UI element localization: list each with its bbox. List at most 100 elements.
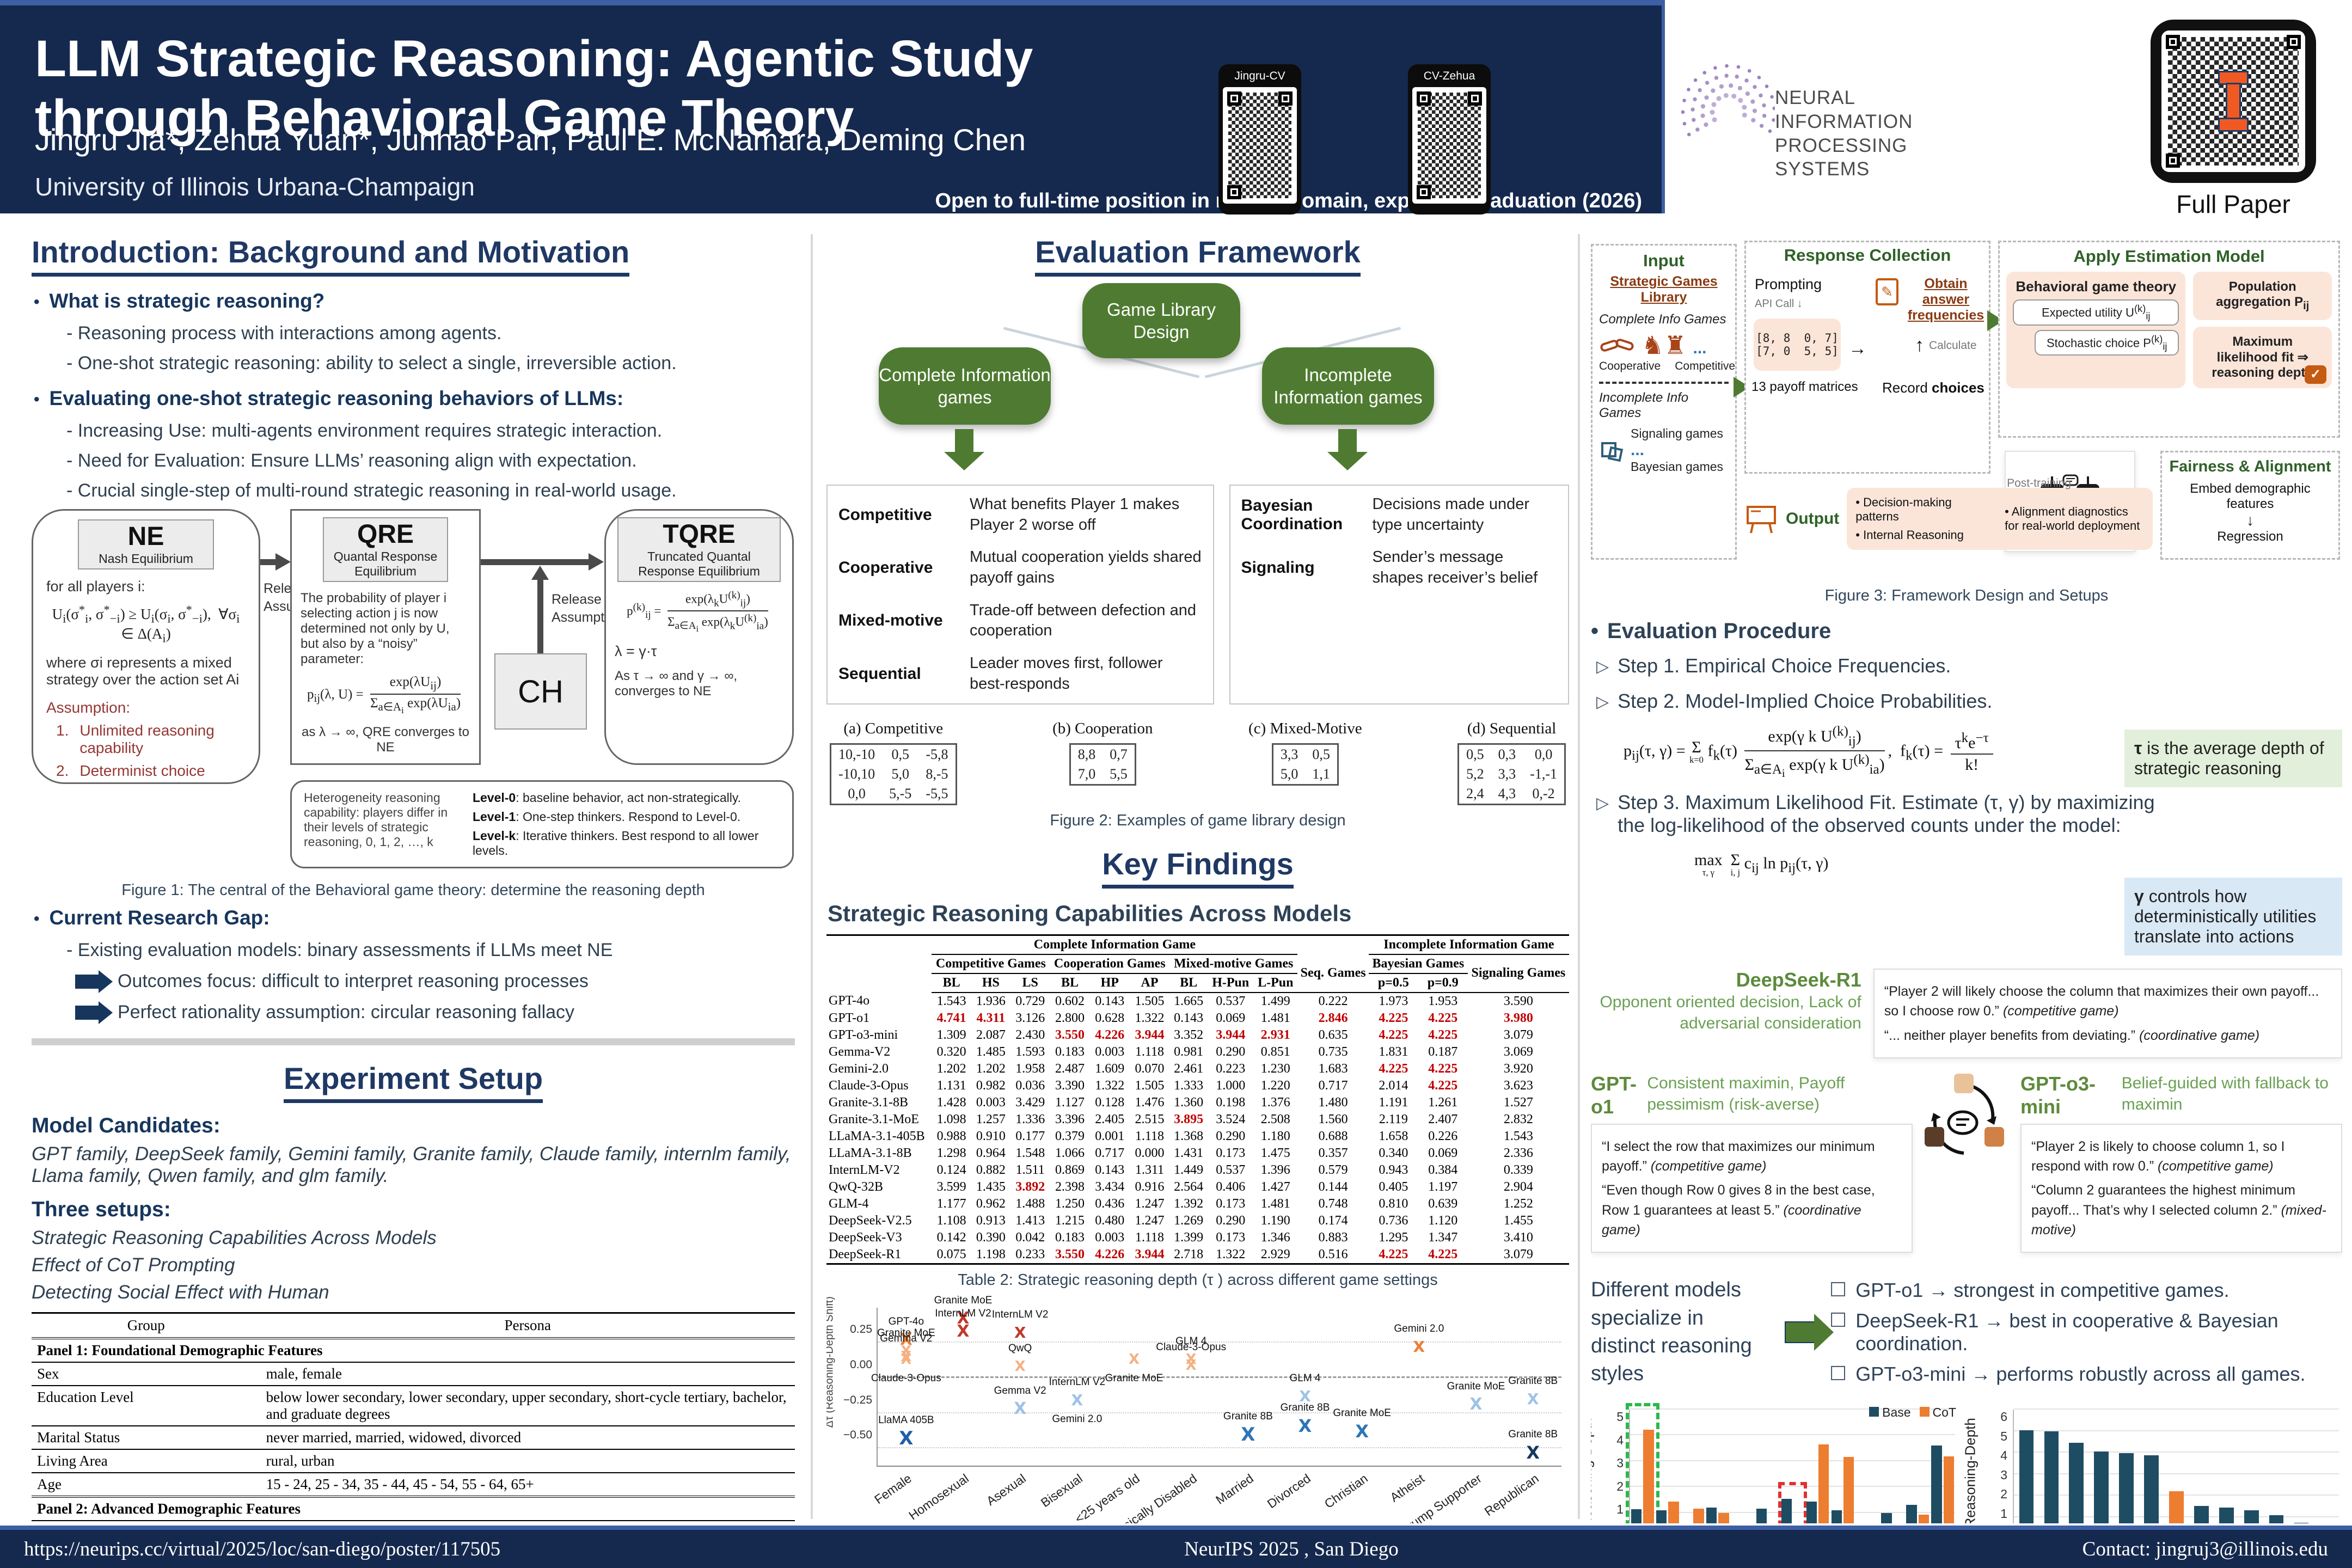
depth-value: 4.225 <box>1428 1061 1458 1076</box>
depth-value: 0.003 <box>976 1095 1006 1110</box>
bar-group: DeepSeek-V2.5 <box>1655 1410 1680 1523</box>
node-game-library: Game Library Design <box>1082 283 1240 358</box>
quote-line: “I select the row that maximizes our min… <box>1602 1138 1875 1174</box>
depth-value: 0.384 <box>1428 1162 1458 1177</box>
depth-value: 1.322 <box>1135 1010 1165 1025</box>
model-name: DeepSeek-V2.5 <box>829 1213 912 1228</box>
depth-value: 1.499 <box>1260 994 1290 1008</box>
stat-col-header: L-Pun <box>1253 973 1298 993</box>
model-row: LLaMA-3.1-405B 0.988 0.910 0.177 0.379 0.001 1… <box>826 1128 1569 1145</box>
y-tick: 0.25 <box>850 1323 872 1336</box>
scatter-point: X <box>1128 1351 1140 1368</box>
incomplete-defs-table: Bayesian Coordination Decisions made unde… <box>1229 485 1569 705</box>
deepseek-trait: Opponent oriented decision, Lack of adve… <box>1600 993 1861 1032</box>
depth-value: 4.226 <box>1089 1246 1130 1265</box>
depth-value: 3.390 <box>1055 1078 1085 1093</box>
depth-value: 1.435 <box>976 1179 1006 1194</box>
point-label: Granite MoE <box>934 1295 993 1307</box>
findings-heading: Key Findings <box>1102 846 1294 889</box>
down-arrow <box>1327 429 1368 470</box>
api-call-label: API Call ↓ <box>1755 298 1803 310</box>
scatter-point: X <box>1526 1442 1540 1463</box>
tqre-title: TQRE Truncated Quantal Response Equilibr… <box>617 517 781 582</box>
bar-group: GLM-4 <box>1755 1410 1780 1523</box>
game-type-desc: Leader moves first, follower best-respon… <box>970 654 1163 693</box>
game-type-definitions: Competitive What benefits Player 1 makes … <box>826 485 1569 705</box>
point-label: InternLM V2 <box>935 1307 991 1319</box>
depth-value: 0.000 <box>1135 1146 1165 1160</box>
depth-value: 3.396 <box>1055 1112 1085 1126</box>
model-name: GPT-4o <box>829 994 870 1008</box>
panel-label: Panel 2: Advanced Demographic Features <box>32 1496 795 1521</box>
specialize-list: GPT-o1 → strongest in competitive games.… <box>1829 1271 2342 1393</box>
matrix-cell: 0,0 <box>1534 746 1553 762</box>
bar-group: Llama-3.1-8B <box>1905 1410 1930 1523</box>
scatter-point: X <box>1299 1387 1311 1405</box>
depth-value: 0.183 <box>1055 1044 1085 1059</box>
depth-value: 0.173 <box>1216 1230 1246 1245</box>
qre-title: QRE Quantal Response Equilibrium <box>323 517 448 582</box>
bar <box>2044 1431 2059 1523</box>
depth-value: 1.431 <box>1174 1146 1204 1160</box>
figure4-bar-chart: Reasoning-Depth543210Claude-3-OpusDeepSe… <box>1591 1403 1958 1523</box>
qr-pattern <box>1228 93 1291 198</box>
game-type-term: Signaling <box>1241 559 1315 577</box>
model-name: LLaMA-3.1-8B <box>829 1146 912 1160</box>
payoff-matrix-panel: (a) Competitive 10,-10 0,5 -5,8 -10,10 5,0 8,-… <box>830 720 957 805</box>
gap-arrow-list: Outcomes focus: difficult to interpret r… <box>32 970 795 1024</box>
matrix-cell: 5,5 <box>1110 765 1128 782</box>
depth-value: 0.913 <box>976 1213 1006 1228</box>
depth-value: 1.609 <box>1095 1061 1125 1076</box>
bar-group: InternLM-V2_CoT <box>2289 1410 2314 1523</box>
level-line: Level-0: baseline behavior, act non-stra… <box>472 791 742 805</box>
game-type-desc: Mutual cooperation yields shared payoff … <box>970 548 1202 587</box>
depth-value: 1.295 <box>1379 1230 1408 1245</box>
game-type-desc: Decisions made under type uncertainty <box>1372 495 1530 534</box>
figure3-caption: Figure 3: Framework Design and Setups <box>1824 587 2109 604</box>
regression-label: Regression <box>2217 529 2283 544</box>
bar <box>2269 1515 2284 1523</box>
depth-value: 1.347 <box>1428 1230 1458 1245</box>
depth-value: 1.252 <box>1503 1196 1533 1211</box>
depth-value: 1.488 <box>1015 1196 1045 1211</box>
group-cell: Education Level <box>32 1385 261 1426</box>
matrix-cell: 5,0 <box>891 765 910 782</box>
depth-value: 0.070 <box>1135 1061 1165 1076</box>
depth-value: 1.396 <box>1260 1162 1290 1177</box>
qr-code-full-paper <box>2151 20 2316 183</box>
y-tick: 1 <box>1616 1502 1624 1517</box>
depth-value: 3.524 <box>1216 1112 1246 1126</box>
depth-value: 1.511 <box>1015 1162 1045 1177</box>
matrix-row: -10,10 5,0 8,-5 <box>831 764 957 784</box>
matrix-row: 2,4 4,3 0,-2 <box>1459 784 1565 805</box>
scatter-point: X <box>899 1330 912 1350</box>
cats-cycle-illustration <box>1925 1073 2004 1155</box>
column-header: Persona <box>260 1312 795 1339</box>
depth-value: 1.322 <box>1095 1078 1125 1093</box>
depth-value: 0.982 <box>976 1078 1006 1093</box>
depth-value: 1.413 <box>1015 1213 1045 1228</box>
scatter-point: X <box>1527 1389 1539 1408</box>
point-label: Claude-3-Opus <box>1156 1341 1227 1353</box>
setups-list: Strategic Reasoning Capabilities Across … <box>32 1227 795 1303</box>
group-header: Competitive Games <box>932 954 1050 974</box>
payoff-matrix-panel: (d) Sequential 0,5 0,3 0,0 5,2 3,3 -1,-1 2,4 4,3… <box>1457 720 1566 805</box>
depth-value: 1.665 <box>1174 994 1204 1008</box>
step1: Step 1. Empirical Choice Frequencies. <box>1596 654 2342 679</box>
depth-value: 0.075 <box>932 1246 971 1265</box>
matrix-label: (a) Competitive <box>843 719 944 737</box>
matrix-cell: 2,4 <box>1466 785 1484 801</box>
stochastic-choice-pill: Stochastic choice P(k)ij <box>2035 329 2179 356</box>
bar <box>2119 1453 2134 1523</box>
stat-col-header: HP <box>1089 973 1130 993</box>
figures-4-5: Reasoning-Depth543210Claude-3-OpusDeepSe… <box>1591 1403 2342 1523</box>
depth-value: 0.173 <box>1216 1146 1246 1160</box>
bar <box>1706 1508 1717 1523</box>
table-row: Sex Orientationheterosexual, homosexual,… <box>32 1520 795 1523</box>
bar <box>1818 1444 1829 1523</box>
payoff-matrix: 3,3 0,5 5,0 1,1 <box>1271 743 1339 786</box>
qr-label: Jingru-CV <box>1234 70 1285 82</box>
footer-bar: https://neurips.cc/virtual/2025/loc/san-… <box>0 1526 2352 1568</box>
model-name: GLM-4 <box>829 1196 869 1211</box>
matrix-cell: 7,0 <box>1077 765 1096 782</box>
